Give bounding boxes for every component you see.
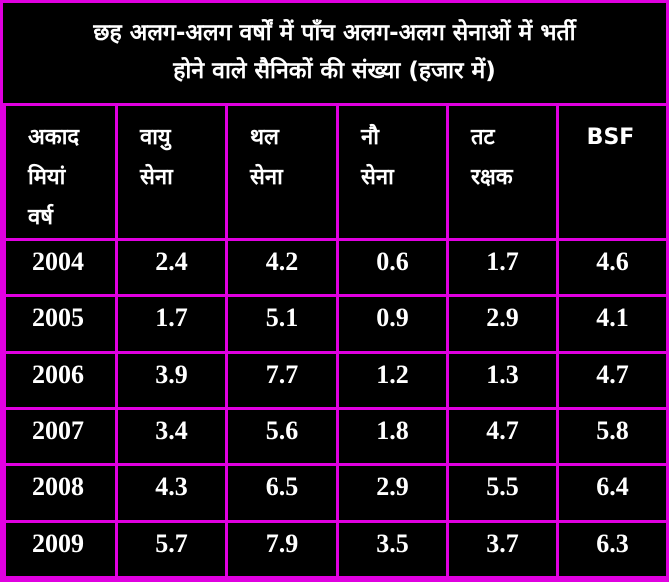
year-cell: 2006 xyxy=(3,350,118,410)
value-cell: 5.1 xyxy=(225,294,339,354)
value-cell: 4.7 xyxy=(556,350,669,410)
value-cell: 4.1 xyxy=(556,294,669,354)
value-cell: 5.5 xyxy=(446,463,559,523)
year-cell: 2007 xyxy=(3,406,118,467)
value-cell: 7.9 xyxy=(225,519,339,580)
value-cell: 1.2 xyxy=(336,350,449,410)
year-cell: 2009 xyxy=(3,519,118,580)
value-cell: 6.3 xyxy=(556,519,669,580)
year-cell: 2004 xyxy=(3,237,118,298)
value-cell: 1.3 xyxy=(446,350,559,410)
title-line-2: होने वाले सैनिकों की संख्या (हजार में) xyxy=(173,57,496,84)
value-cell: 4.3 xyxy=(115,463,228,523)
table-title: छह अलग-अलग वर्षों में पाँच अलग-अलग सेनाओ… xyxy=(3,3,666,100)
data-table: अकाद मियां वर्ष वायु सेना थल सेना नौ सेन… xyxy=(3,103,669,580)
header-army-line-2: सेना xyxy=(250,165,283,190)
value-cell: 6.5 xyxy=(225,463,339,523)
header-coastguard: तट रक्षक xyxy=(446,103,559,241)
table-row: 2004 2.4 4.2 0.6 1.7 4.6 xyxy=(3,237,669,298)
header-army-line-1: थल xyxy=(250,125,279,150)
value-cell: 2.9 xyxy=(446,294,559,354)
title-line-1: छह अलग-अलग वर्षों में पाँच अलग-अलग सेनाओ… xyxy=(93,19,576,46)
header-bsf-line-1: BSF xyxy=(586,125,635,150)
table-row: 2009 5.7 7.9 3.5 3.7 6.3 xyxy=(3,519,669,580)
value-cell: 4.2 xyxy=(225,237,339,298)
table-row: 2008 4.3 6.5 2.9 5.5 6.4 xyxy=(3,463,669,523)
header-airforce: वायु सेना xyxy=(115,103,228,241)
year-cell: 2008 xyxy=(3,463,118,523)
header-army: थल सेना xyxy=(225,103,339,241)
value-cell: 3.7 xyxy=(446,519,559,580)
header-navy-line-1: नौ xyxy=(361,125,379,150)
value-cell: 6.4 xyxy=(556,463,669,523)
value-cell: 0.9 xyxy=(336,294,449,354)
header-bsf: BSF xyxy=(556,103,669,241)
header-year-line-3: वर्ष xyxy=(28,205,53,230)
header-coastguard-line-1: तट xyxy=(471,125,495,150)
value-cell: 3.9 xyxy=(115,350,228,410)
header-airforce-line-2: सेना xyxy=(140,165,173,190)
header-year: अकाद मियां वर्ष xyxy=(3,103,118,241)
value-cell: 5.6 xyxy=(225,406,339,467)
value-cell: 0.6 xyxy=(336,237,449,298)
value-cell: 1.7 xyxy=(115,294,228,354)
value-cell: 1.7 xyxy=(446,237,559,298)
table-row: 2005 1.7 5.1 0.9 2.9 4.1 xyxy=(3,294,669,354)
header-airforce-line-1: वायु xyxy=(140,125,171,150)
value-cell: 4.6 xyxy=(556,237,669,298)
value-cell: 1.8 xyxy=(336,406,449,467)
value-cell: 2.4 xyxy=(115,237,228,298)
value-cell: 7.7 xyxy=(225,350,339,410)
value-cell: 5.8 xyxy=(556,406,669,467)
value-cell: 3.4 xyxy=(115,406,228,467)
header-coastguard-line-2: रक्षक xyxy=(471,165,513,190)
header-year-line-2: मियां xyxy=(28,165,66,190)
header-navy: नौ सेना xyxy=(336,103,449,241)
table-row: 2007 3.4 5.6 1.8 4.7 5.8 xyxy=(3,406,669,467)
table-body: 2004 2.4 4.2 0.6 1.7 4.6 2005 1.7 5.1 0.9 2.9 4.1 20… xyxy=(3,237,669,580)
header-row: अकाद मियां वर्ष वायु सेना थल सेना नौ सेन… xyxy=(3,103,669,241)
value-cell: 5.7 xyxy=(115,519,228,580)
header-year-line-1: अकाद xyxy=(28,125,80,150)
header-navy-line-2: सेना xyxy=(361,165,394,190)
value-cell: 4.7 xyxy=(446,406,559,467)
value-cell: 2.9 xyxy=(336,463,449,523)
value-cell: 3.5 xyxy=(336,519,449,580)
table-row: 2006 3.9 7.7 1.2 1.3 4.7 xyxy=(3,350,669,410)
year-cell: 2005 xyxy=(3,294,118,354)
